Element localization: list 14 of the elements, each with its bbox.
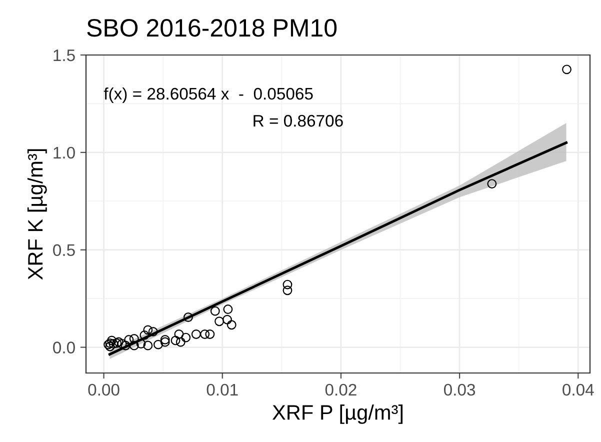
x-axis-title: XRF P [µg/m³] xyxy=(272,404,403,424)
y-axis-title: XRF K [µg/m³] xyxy=(27,149,47,280)
x-tick-label: 0.03 xyxy=(444,384,476,396)
x-tick-label: 0.00 xyxy=(88,384,120,396)
y-tick-label: 0.5 xyxy=(53,244,75,256)
y-tick-label: 0.0 xyxy=(53,342,75,354)
y-tick-label: 1.0 xyxy=(54,146,75,159)
x-tick-label: 0.04 xyxy=(562,384,594,396)
y-tick-label: 1.5 xyxy=(54,50,75,62)
chart-title: SBO 2016-2018 PM10 xyxy=(87,19,337,37)
x-tick-label: 0.02 xyxy=(325,384,356,396)
annotation: R = 0.86706 xyxy=(254,114,343,127)
annotation: f(x) = 28.60564 x - 0.05065 xyxy=(104,87,313,103)
x-tick-label: 0.01 xyxy=(206,384,238,396)
